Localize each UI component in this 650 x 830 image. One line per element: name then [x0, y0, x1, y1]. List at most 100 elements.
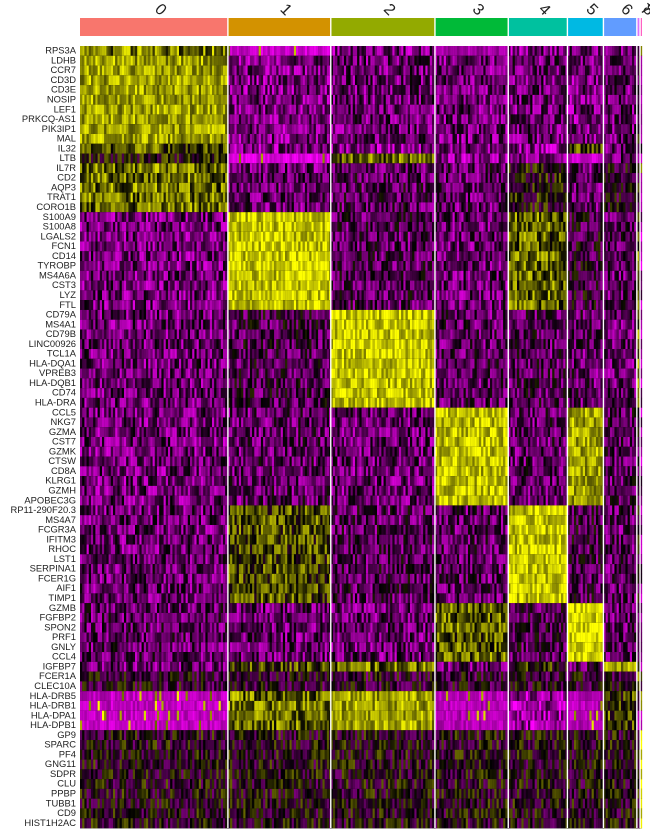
heatmap-cell [329, 163, 331, 174]
heatmap-cell [234, 114, 237, 125]
gene-label: LYZ [60, 289, 77, 300]
heatmap-cell [241, 163, 244, 174]
gene-label: CORO1B [36, 201, 76, 212]
gene-label: PPBP [51, 788, 76, 799]
heatmap-cell [330, 133, 334, 145]
heatmap-cell [260, 133, 264, 145]
heatmap-cell [126, 163, 129, 174]
heatmap-cell [545, 163, 548, 174]
heatmap-cell [185, 65, 188, 76]
heatmap-cell [201, 65, 204, 76]
heatmap-cell [269, 153, 273, 164]
heatmap-cell [459, 173, 462, 184]
heatmap-cell [381, 85, 384, 96]
heatmap-cell [418, 182, 422, 193]
heatmap-cell [556, 124, 559, 135]
heatmap-cell [558, 202, 562, 213]
heatmap-cell [183, 114, 186, 125]
heatmap-cell [416, 55, 419, 66]
heatmap-cell [152, 65, 155, 76]
heatmap-cell [198, 75, 202, 86]
heatmap-cell [106, 163, 109, 174]
heatmap-cell [209, 212, 213, 223]
heatmap-cell [86, 202, 89, 213]
heatmap-cell [232, 46, 235, 57]
heatmap-cell [429, 212, 433, 223]
heatmap-cell [274, 173, 277, 184]
heatmap-cell [130, 114, 133, 125]
heatmap-cell [132, 124, 136, 135]
gene-label: MS4A7 [45, 514, 76, 525]
heatmap-cell [163, 153, 166, 164]
heatmap-cell [119, 202, 122, 213]
heatmap-cell [532, 55, 535, 66]
heatmap-cell [247, 153, 251, 164]
heatmap-cell [405, 163, 408, 174]
heatmap-cell [318, 202, 321, 213]
heatmap-cell [249, 153, 253, 164]
heatmap-cell [84, 85, 87, 96]
heatmap-cell [280, 202, 284, 213]
heatmap-cell [550, 173, 553, 184]
heatmap-cell [461, 212, 464, 223]
heatmap-cell [91, 143, 94, 154]
heatmap-cell [223, 133, 226, 145]
heatmap-cell [381, 133, 384, 145]
heatmap-cell [216, 221, 219, 233]
heatmap-cell [632, 124, 635, 135]
heatmap-cell [247, 104, 251, 115]
heatmap-cell [179, 173, 182, 184]
heatmap-cell [618, 94, 622, 105]
heatmap-cell [332, 153, 336, 164]
heatmap-cell [558, 163, 562, 174]
heatmap-cell [394, 94, 397, 105]
heatmap-cell [84, 182, 87, 193]
heatmap-cell [508, 143, 511, 154]
heatmap-cell [282, 46, 286, 57]
heatmap-cell [569, 55, 572, 66]
heatmap-cell [463, 46, 466, 57]
heatmap-cell [293, 55, 297, 66]
heatmap-cell [412, 46, 415, 57]
heatmap-cell [282, 143, 286, 154]
heatmap-cell [372, 75, 375, 86]
heatmap-cell [598, 46, 601, 57]
heatmap-cell [185, 202, 188, 213]
heatmap-cell [309, 173, 312, 184]
heatmap-cell [461, 192, 464, 203]
heatmap-cell [574, 94, 577, 105]
heatmap-cell [409, 55, 413, 66]
heatmap-cell [192, 94, 195, 105]
heatmap-cell [514, 94, 518, 105]
heatmap-cell [170, 212, 173, 223]
heatmap-cell [170, 75, 173, 86]
heatmap-cell [181, 114, 184, 125]
heatmap-cell [196, 133, 199, 145]
heatmap-cell [263, 173, 266, 184]
heatmap-cell [298, 133, 301, 145]
heatmap-cell [376, 85, 380, 96]
heatmap-cell [448, 192, 451, 203]
heatmap-cell [348, 124, 351, 135]
heatmap-cell [481, 65, 484, 76]
heatmap-cell [498, 173, 502, 184]
heatmap-cell [141, 46, 144, 57]
heatmap-cell [554, 143, 557, 154]
heatmap-cell [238, 182, 242, 193]
heatmap-cell [260, 104, 264, 115]
heatmap-cell [337, 124, 340, 135]
heatmap-cell [260, 55, 264, 66]
heatmap-cell [565, 104, 568, 115]
heatmap-cell [243, 182, 246, 193]
heatmap-cell [329, 104, 331, 115]
heatmap-cell [492, 202, 495, 213]
heatmap-cell [93, 55, 96, 66]
heatmap-cell [598, 133, 601, 145]
heatmap-cell [198, 163, 202, 174]
heatmap-cell [387, 114, 391, 125]
heatmap-cell [148, 163, 151, 174]
heatmap-cell [621, 133, 624, 145]
heatmap-cell [530, 124, 533, 135]
heatmap-cell [398, 46, 402, 57]
heatmap-cell [593, 143, 597, 154]
